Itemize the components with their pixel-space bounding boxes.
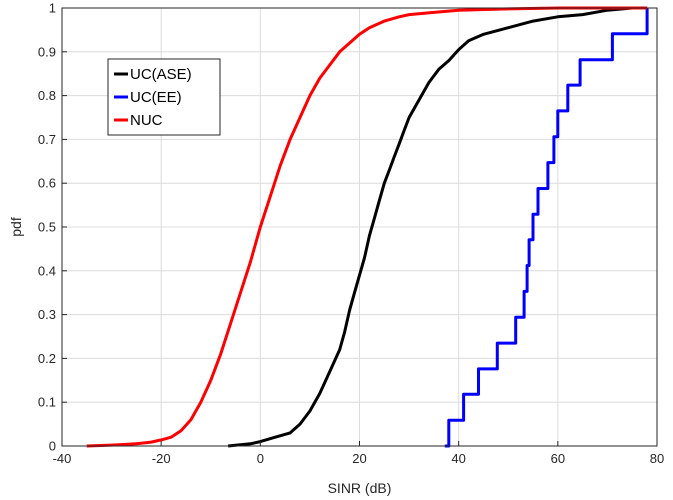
series-line-nuc [86, 6, 648, 448]
x-tick-label: 80 [650, 451, 664, 466]
y-tick-label: 0.9 [38, 44, 56, 59]
x-tick-label: 40 [451, 451, 465, 466]
y-tick-label: 0.6 [38, 176, 56, 191]
x-tick-label: 20 [352, 451, 366, 466]
legend: UC(ASE) UC(EE) NUC [107, 58, 221, 136]
x-axis-label: SINR (dB) [328, 480, 392, 496]
y-tick-label: 0.7 [38, 132, 56, 147]
x-tick-label: 60 [551, 451, 565, 466]
series-line-uc-ase [227, 6, 648, 448]
y-tick-label: 0.1 [38, 395, 56, 410]
y-tick-label: 0.2 [38, 351, 56, 366]
x-tick-label: -20 [152, 451, 171, 466]
x-tick-label: -40 [53, 451, 72, 466]
y-axis-label: pdf [8, 217, 24, 237]
legend-items: UC(ASE) UC(EE) NUC [114, 66, 192, 129]
series-line-uc-ee [444, 8, 649, 448]
ticks: -40 -20 0 20 40 60 80 0 0.1 0.2 0.3 0.4 0.5 0.6 0.7 0.8… [38, 1, 664, 467]
legend-label: UC(EE) [130, 89, 182, 106]
legend-label: UC(ASE) [130, 66, 192, 83]
legend-label: NUC [130, 112, 163, 129]
x-tick-label: 0 [257, 451, 264, 466]
y-tick-label: 0.4 [38, 263, 56, 278]
y-tick-label: 1 [49, 1, 56, 16]
y-tick-label: 0.3 [38, 307, 56, 322]
y-tick-label: 0.8 [38, 88, 56, 103]
y-tick-label: 0.5 [38, 220, 56, 235]
y-tick-label: 0 [49, 439, 56, 454]
series-layer [86, 6, 649, 448]
